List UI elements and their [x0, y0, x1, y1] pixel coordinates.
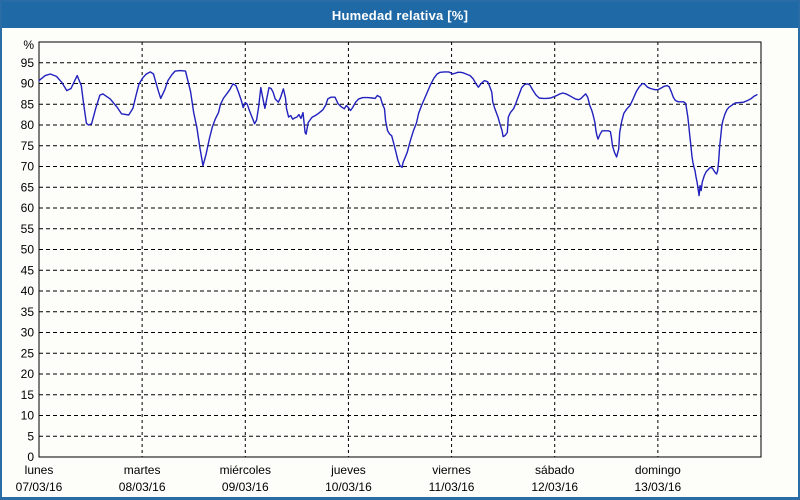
y-tick-label: 55: [21, 222, 35, 236]
chart-title: Humedad relativa [%]: [331, 7, 469, 23]
y-tick-label: 50: [21, 243, 35, 257]
humidity-series-line: [38, 69, 758, 197]
x-date-label: 12/03/16: [531, 480, 578, 494]
x-date-label: 13/03/16: [634, 480, 681, 494]
x-date-label: 09/03/16: [222, 480, 269, 494]
y-tick-label: 15: [21, 388, 35, 402]
plot-border: [38, 41, 762, 458]
y-tick-label: 70: [21, 160, 35, 174]
x-date-label: 07/03/16: [16, 480, 63, 494]
x-day-label: jueves: [330, 463, 366, 477]
y-tick-label: 85: [21, 97, 35, 111]
y-axis-unit-label: %: [23, 38, 34, 52]
title-bar: Humedad relativa [%]: [2, 2, 798, 28]
x-day-label: miércoles: [220, 463, 271, 477]
y-tick-label: 10: [21, 409, 35, 423]
x-day-label: viernes: [432, 463, 471, 477]
y-tick-label: 0: [27, 450, 34, 464]
x-date-label: 10/03/16: [325, 480, 372, 494]
y-tick-label: 5: [27, 429, 34, 443]
x-date-label: 11/03/16: [429, 480, 475, 494]
x-day-label: domingo: [635, 463, 681, 477]
y-tick-label: 65: [21, 180, 35, 194]
y-tick-label: 80: [21, 118, 35, 132]
y-tick-label: 40: [21, 284, 35, 298]
y-tick-label: 30: [21, 326, 35, 340]
x-day-label: lunes: [25, 463, 54, 477]
y-tick-label: 95: [21, 56, 35, 70]
y-tick-label: 75: [21, 139, 35, 153]
y-tick-label: 45: [21, 263, 35, 277]
y-tick-label: 20: [21, 367, 35, 381]
y-tick-label: 35: [21, 305, 35, 319]
y-tick-label: 60: [21, 201, 35, 215]
y-tick-label: 90: [21, 77, 35, 91]
x-date-label: 08/03/16: [119, 480, 166, 494]
y-tick-label: 25: [21, 346, 35, 360]
x-day-label: martes: [124, 463, 161, 477]
humidity-line-chart: 0 5 10 15 20 25 30 35 40 45 50 55 60 65 70 75 80 85 90 95% l…: [16, 38, 762, 494]
x-day-label: sábado: [535, 463, 575, 477]
